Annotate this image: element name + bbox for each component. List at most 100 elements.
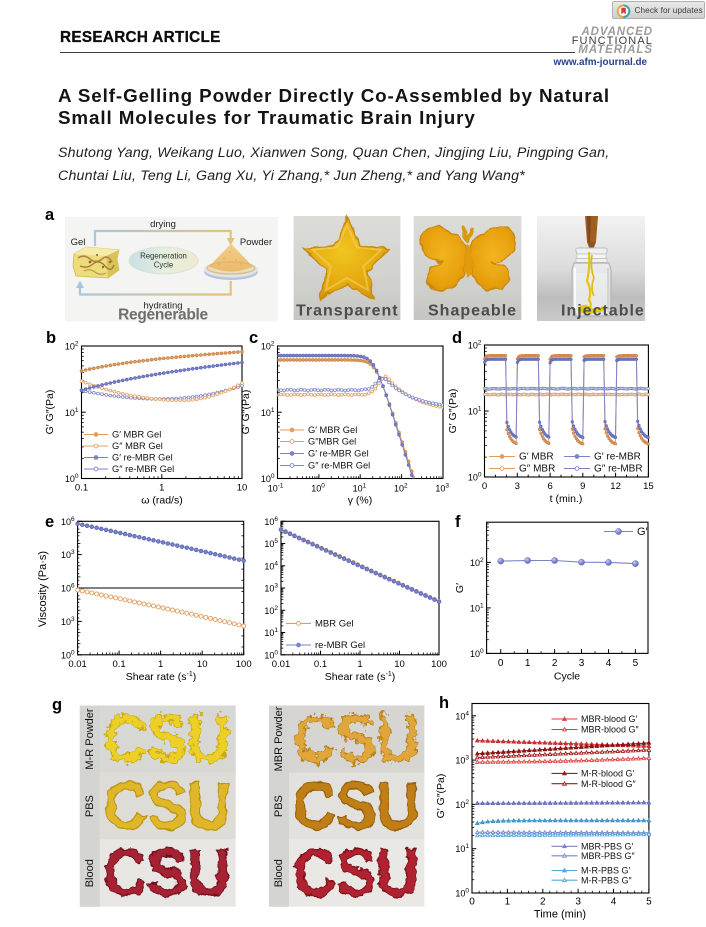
svg-text:101: 101 <box>470 602 484 613</box>
svg-text:MBR-blood G″: MBR-blood G″ <box>581 725 640 735</box>
svg-text:3: 3 <box>579 658 585 669</box>
svg-text:a: a <box>45 206 55 224</box>
svg-text:102: 102 <box>394 483 408 494</box>
svg-text:G″ MBR Gel: G″ MBR Gel <box>112 441 163 451</box>
svg-text:M-R-blood G′: M-R-blood G′ <box>581 769 635 779</box>
svg-text:g: g <box>52 696 62 714</box>
svg-text:103: 103 <box>61 616 75 627</box>
svg-text:Time (min): Time (min) <box>534 909 586 921</box>
svg-text:Blood: Blood <box>273 859 285 887</box>
svg-text:Injectable: Injectable <box>561 303 645 320</box>
svg-text:102: 102 <box>261 341 275 352</box>
svg-text:100: 100 <box>261 473 275 484</box>
svg-text:2: 2 <box>552 658 558 669</box>
svg-text:9: 9 <box>580 481 585 492</box>
svg-text:100: 100 <box>236 659 252 670</box>
svg-text:hydrating: hydrating <box>143 301 182 312</box>
svg-text:G′: G′ <box>454 583 466 593</box>
svg-text:101: 101 <box>455 843 469 854</box>
svg-text:100: 100 <box>264 649 278 660</box>
svg-text:Regeneration: Regeneration <box>140 252 187 261</box>
svg-text:3: 3 <box>515 481 520 492</box>
svg-text:104: 104 <box>455 710 469 721</box>
svg-text:5: 5 <box>646 897 652 908</box>
svg-text:10: 10 <box>237 483 248 494</box>
svg-text:0: 0 <box>482 481 487 492</box>
svg-text:100: 100 <box>65 473 79 484</box>
svg-text:CSU: CSU <box>104 835 231 911</box>
svg-text:MBR-PBS G′: MBR-PBS G′ <box>581 842 634 852</box>
svg-text:102: 102 <box>468 340 482 351</box>
svg-text:1: 1 <box>158 659 163 670</box>
svg-text:e: e <box>45 513 54 531</box>
svg-text:Powder: Powder <box>240 237 272 248</box>
svg-text:M-R-blood G″: M-R-blood G″ <box>581 779 637 789</box>
svg-text:CSU: CSU <box>104 768 231 844</box>
svg-text:106: 106 <box>61 516 75 527</box>
svg-text:12: 12 <box>610 481 621 492</box>
svg-text:γ (%): γ (%) <box>348 495 373 507</box>
svg-text:M-R-PBS G′: M-R-PBS G′ <box>581 866 631 876</box>
svg-text:106: 106 <box>61 583 75 594</box>
svg-text:3: 3 <box>575 897 581 908</box>
svg-text:PBS: PBS <box>84 795 96 817</box>
svg-text:100: 100 <box>311 483 325 494</box>
svg-text:G′ MBR: G′ MBR <box>519 452 554 463</box>
svg-text:1: 1 <box>159 483 164 494</box>
svg-text:101: 101 <box>264 627 278 638</box>
svg-text:10: 10 <box>197 659 208 670</box>
svg-text:G′: G′ <box>637 526 648 538</box>
svg-text:Cycle: Cycle <box>554 670 580 682</box>
svg-text:Transparent: Transparent <box>296 303 399 320</box>
svg-text:G′ G″(Pa): G′ G″(Pa) <box>240 390 252 435</box>
svg-text:ω (rad/s): ω (rad/s) <box>141 495 182 507</box>
svg-text:10-1: 10-1 <box>268 483 284 494</box>
svg-text:103: 103 <box>264 583 278 594</box>
svg-text:10: 10 <box>394 659 405 670</box>
svg-text:100: 100 <box>470 648 484 659</box>
svg-text:h: h <box>439 694 449 712</box>
svg-text:106: 106 <box>264 516 278 527</box>
svg-text:101: 101 <box>468 406 482 417</box>
svg-text:1: 1 <box>505 897 511 908</box>
svg-text:0.1: 0.1 <box>314 659 327 670</box>
svg-text:Shapeable: Shapeable <box>428 303 517 320</box>
svg-text:100: 100 <box>431 659 447 670</box>
svg-text:MBR Powder: MBR Powder <box>273 706 285 771</box>
svg-text:Blood: Blood <box>84 859 96 887</box>
svg-text:4: 4 <box>606 658 612 669</box>
svg-text:f: f <box>455 513 461 531</box>
svg-text:102: 102 <box>264 605 278 616</box>
svg-text:re-MBR Gel: re-MBR Gel <box>315 640 365 651</box>
svg-text:0.1: 0.1 <box>112 659 125 670</box>
svg-text:101: 101 <box>261 407 275 418</box>
svg-text:Shear rate (s-1): Shear rate (s-1) <box>325 671 395 683</box>
svg-text:0.01: 0.01 <box>272 659 291 670</box>
svg-text:102: 102 <box>470 557 484 568</box>
svg-text:6: 6 <box>547 481 552 492</box>
svg-text:15: 15 <box>643 481 654 492</box>
svg-text:1: 1 <box>357 659 362 670</box>
svg-text:101: 101 <box>353 483 367 494</box>
svg-text:G″ MBR: G″ MBR <box>519 464 555 475</box>
svg-text:Gel: Gel <box>71 237 86 248</box>
svg-text:t (min.): t (min.) <box>550 493 583 505</box>
svg-text:G″ re-MBR: G″ re-MBR <box>594 464 643 475</box>
svg-text:Regenerable: Regenerable <box>118 307 208 324</box>
svg-text:MBR-PBS G″: MBR-PBS G″ <box>581 851 636 861</box>
svg-text:CSU: CSU <box>293 701 419 777</box>
svg-text:G′ MBR Gel: G′ MBR Gel <box>112 430 161 440</box>
svg-text:G″MBR Gel: G″MBR Gel <box>308 437 356 447</box>
svg-text:MBR Gel: MBR Gel <box>315 619 354 630</box>
svg-text:G′ re-MBR Gel: G′ re-MBR Gel <box>308 449 369 459</box>
svg-text:102: 102 <box>65 341 79 352</box>
svg-text:103: 103 <box>435 483 449 494</box>
svg-text:0.01: 0.01 <box>68 659 87 670</box>
svg-text:G′ re-MBR Gel: G′ re-MBR Gel <box>112 453 173 463</box>
svg-text:101: 101 <box>65 407 79 418</box>
svg-text:5: 5 <box>633 658 639 669</box>
svg-text:1: 1 <box>525 658 531 669</box>
svg-text:M-R Powder: M-R Powder <box>84 708 96 769</box>
svg-text:100: 100 <box>455 888 469 899</box>
svg-text:105: 105 <box>264 538 278 549</box>
